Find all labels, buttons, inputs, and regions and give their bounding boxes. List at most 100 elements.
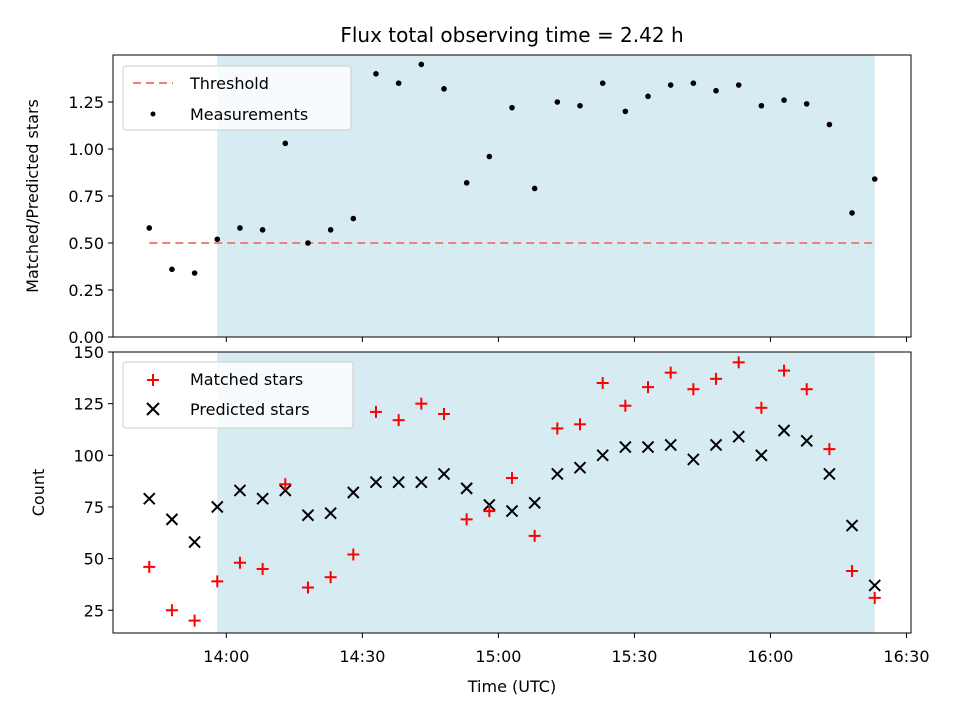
matched-star-point [188,614,201,627]
predicted-star-point [687,453,700,466]
matched-star-point [233,556,246,569]
matched-star-point [324,571,337,584]
matched-star-point [256,562,269,575]
measurement-point [327,227,334,233]
measurement-point [667,82,674,88]
matched-star-point [800,383,813,396]
predicted-star-point [641,440,655,454]
measurement-point [577,102,583,109]
bottom-panel: 14:00 14:30 15:00 15:30 16:00 16:30 25 50 75 100… [29,343,930,696]
bottom-x-tick-label: 16:00 [747,647,793,666]
top-panel: 0.00 0.25 0.50 0.75 1.00 1.25 Flux total obse… [23,23,912,347]
matched-star-point [710,372,723,385]
measurement-point [373,71,379,77]
predicted-star-point [732,430,745,443]
predicted-star-point [551,467,564,481]
top-y-axis-label: Matched/Predicted stars [23,99,42,293]
top-y-tick-label: 0.50 [68,234,104,253]
matched-star-point [392,414,405,427]
predicted-star-point [233,484,247,497]
matched-star-point [279,478,292,491]
predicted-star-point [165,513,179,526]
matched-star-point [528,529,541,542]
measurement-point [713,87,719,94]
top-chart-title: Flux total observing time = 2.42 h [340,23,683,47]
predicted-star-point [347,486,360,499]
matched-star-point [551,422,564,435]
matched-star-point [778,364,791,377]
matched-star-point [415,397,428,410]
measurement-point [395,80,402,86]
measurement-point [554,99,561,105]
predicted-star-point [437,467,451,481]
legend-measurements-swatch [150,111,156,117]
predicted-star-point [211,500,224,514]
measurement-point [781,97,787,103]
matched-star-point [211,575,224,588]
measurement-point [191,270,198,276]
bottom-y-tick-label: 150 [73,343,104,362]
bottom-x-tick-label: 15:00 [475,647,521,666]
predicted-star-point [279,484,292,497]
top-y-tick-label: 1.25 [68,93,104,112]
predicted-star-point [415,475,428,489]
predicted-star-point [369,475,383,489]
bottom-x-tick-label: 14:00 [203,647,249,666]
measurement-point [690,80,697,86]
top-legend: Threshold Measurements [122,65,352,131]
measurement-point [735,82,742,88]
bottom-y-tick-label: 25 [84,601,104,620]
matched-star-point [437,407,450,420]
matched-star-point [868,591,881,604]
matched-star-point [687,383,700,396]
measurement-point [237,225,243,231]
predicted-star-point [528,496,541,510]
matched-star-point [483,505,496,518]
matched-star-point [642,381,655,394]
matched-star-point [596,376,609,389]
measurement-point [871,176,878,182]
predicted-star-point [256,492,269,505]
bottom-y-axis-label: Count [29,469,48,517]
bottom-x-axis-label: Time (UTC) [467,677,556,696]
matched-star-point [301,581,314,594]
predicted-star-point [755,449,768,462]
matched-star-point [574,418,587,431]
top-y-tick-label: 0.75 [68,187,104,206]
measurement-point [509,104,515,111]
predicted-star-point [845,519,859,532]
measurement-point [169,266,175,273]
bottom-y-tick-label: 50 [84,550,104,569]
matched-star-point [664,366,677,379]
predicted-star-point [505,504,519,518]
predicted-star-point [823,467,836,481]
predicted-star-point [392,475,405,489]
legend-threshold-label: Threshold [189,74,269,93]
matched-star-point [732,356,745,369]
measurement-point [849,210,855,216]
measurement-point [441,86,447,92]
matched-star-point [755,401,768,414]
bottom-axes-frame [112,351,912,634]
predicted-star-point [800,434,813,448]
measurement-point [599,80,606,86]
bottom-y-tick-label: 100 [73,446,104,465]
top-y-tick-label: 0.00 [68,328,104,347]
measurement-point [803,101,810,107]
bottom-legend: Matched stars Predicted stars [122,361,354,429]
predicted-star-point [664,438,677,452]
measurement-point [259,227,266,233]
matched-star-point [165,604,178,617]
predicted-star-point [573,461,587,474]
predicted-star-point [483,498,496,512]
predicted-star-point [143,492,156,505]
predicted-star-point [709,438,723,452]
top-y-tick-label: 0.25 [68,281,104,300]
predicted-star-point [324,506,337,520]
predicted-star-point [619,440,632,454]
legend-predicted-swatch [146,402,160,416]
predicted-star-point [188,535,201,549]
predicted-star-point [596,449,609,462]
measurement-point [214,236,221,243]
